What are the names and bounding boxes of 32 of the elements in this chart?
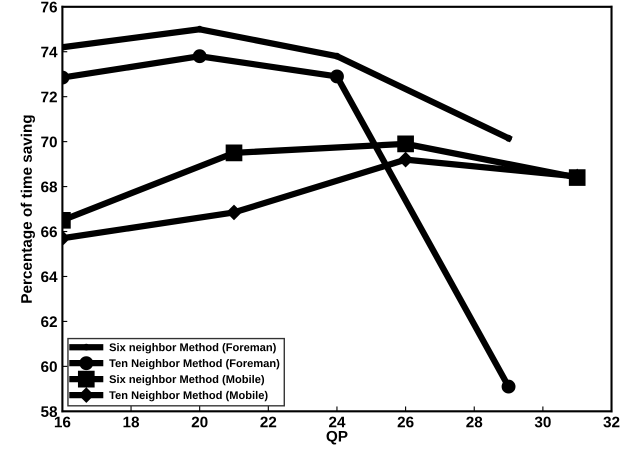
y-tick-label: 60 [41,361,57,372]
y-tick-label: 64 [41,271,58,282]
point [226,204,242,220]
point [397,136,414,152]
y-tick-label: 76 [41,2,57,12]
legend-label: Six neighbor Method (Foreman) [109,343,276,354]
y-tick-label: 58 [41,406,58,418]
y-tick-label: 62 [41,316,57,328]
x-tick-label: 22 [260,416,276,428]
y-tick-label: 72 [41,92,57,102]
x-tick-label: 28 [466,416,482,428]
x-tick-label: 16 [54,416,70,428]
y-tick-label: 70 [41,136,57,148]
y-tick-label: 68 [41,181,58,192]
legend-label: Ten Neighbor Method (Mobile) [109,390,268,402]
point [502,380,516,394]
x-tick-label: 30 [534,416,551,428]
x-tick-label: 20 [192,416,208,428]
point [226,144,242,162]
x-tick-label: 18 [124,416,140,428]
point [505,134,512,142]
y-tick-label: 66 [41,226,57,238]
x-axis-title: QP [326,430,348,444]
legend-label: Six neighbor Method (Mobile) [109,374,264,386]
point [192,49,207,64]
legend-label: Ten Neighbor Method (Foreman) [109,358,280,370]
y-axis-title: Percentage of time saving [20,115,35,303]
y-tick-label: 74 [41,46,58,58]
point [330,70,344,84]
x-tick-label: 26 [398,416,414,428]
x-tick-label: 24 [328,416,346,428]
x-tick-label: 32 [603,416,620,428]
